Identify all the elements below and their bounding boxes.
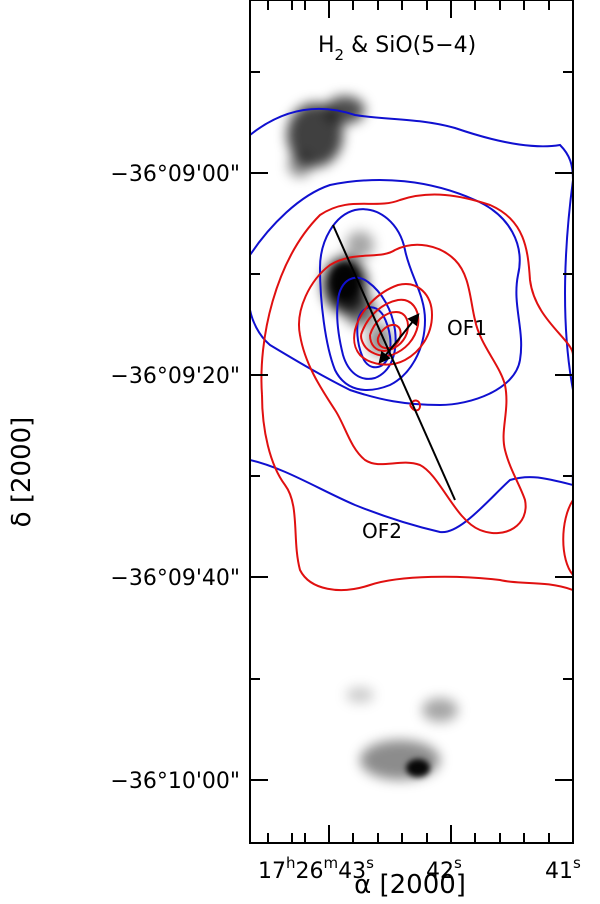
x-tick-label-second: 42s xyxy=(426,854,462,884)
panel-title-subscript: 2 xyxy=(335,46,345,64)
panel-title-h: H xyxy=(318,33,335,58)
blue-contour-4 xyxy=(336,276,397,380)
red-contour-4 xyxy=(359,298,420,357)
outflow-of2-axis-line xyxy=(332,224,456,501)
red-sio-contours xyxy=(260,193,573,592)
blue-contour-1 xyxy=(250,107,573,534)
red-contour-1 xyxy=(260,193,573,592)
plot-frame xyxy=(249,0,574,844)
blue-sio-contours xyxy=(250,107,573,534)
outflow-of1-arrow-reverse xyxy=(378,339,399,364)
y-tick-label: −36°09'00" xyxy=(110,162,240,187)
x-tick-minutes: 26 xyxy=(296,859,324,884)
y-tick-label: −36°10'00" xyxy=(110,769,240,794)
x-tick-seconds-unit: s xyxy=(573,854,581,872)
blue-contour-3 xyxy=(319,208,427,391)
x-tick-hours: 17 xyxy=(258,859,286,884)
outflow-of2-label: OF2 xyxy=(362,519,402,543)
blue-contour-2 xyxy=(250,179,523,407)
panel-title-rest: & SiO(5−4) xyxy=(344,33,476,58)
x-tick-seconds: 42 xyxy=(426,859,454,884)
red-contour-2 xyxy=(298,243,527,535)
x-tick-seconds-unit: s xyxy=(366,854,374,872)
x-tick-label-third: 41s xyxy=(545,854,581,884)
h2-emission-image xyxy=(287,96,458,780)
outflow-axes xyxy=(332,224,456,501)
x-tick-label-first: 17h26m43s xyxy=(258,854,374,884)
axis-ticks xyxy=(250,0,574,843)
x-tick-seconds-unit: s xyxy=(454,854,462,872)
red-contour-5 xyxy=(369,310,409,353)
outflow-of1-arrow xyxy=(397,313,420,341)
y-tick-label: −36°09'20" xyxy=(110,364,240,389)
y-axis-title: δ [2000] xyxy=(7,417,37,528)
x-tick-hours-unit: h xyxy=(286,854,296,872)
red-contour-3 xyxy=(353,283,434,366)
x-axis-title: α [2000] xyxy=(354,870,466,900)
x-tick-seconds: 43 xyxy=(338,859,366,884)
contours xyxy=(250,107,573,592)
panel-title: H2 & SiO(5−4) xyxy=(318,33,476,64)
outflow-of1-label: OF1 xyxy=(447,316,487,340)
x-tick-seconds: 41 xyxy=(545,859,573,884)
y-tick-label: −36°09'40" xyxy=(110,566,240,591)
x-tick-minutes-unit: m xyxy=(324,854,339,872)
